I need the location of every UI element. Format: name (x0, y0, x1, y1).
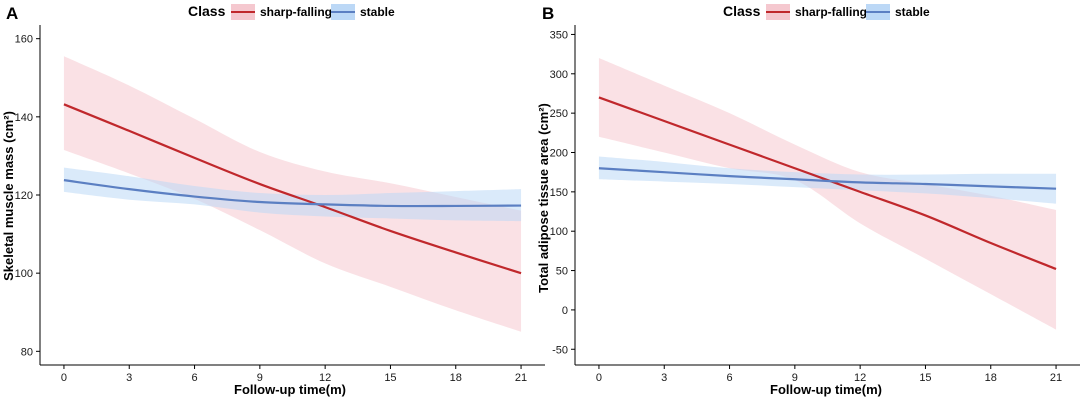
y-tick-label-b: 100 (550, 226, 568, 238)
x-tick-label-a: 9 (257, 372, 263, 384)
y-tick-label-b: 350 (550, 29, 568, 41)
y-ticks-b: -50 0 50 100 150 200 250 300 350 (550, 29, 575, 356)
y-tick-label-b: 200 (550, 148, 568, 160)
legend-b-sharp-label: sharp-falling (795, 5, 867, 19)
y-tick-label-a: 160 (15, 34, 33, 46)
x-tick-label-b: 6 (726, 372, 732, 384)
series-lines-a (63, 103, 522, 275)
y-tick-label-b: -50 (552, 344, 568, 356)
y-tick-label-b: 0 (562, 305, 568, 317)
x-tick-label-a: 15 (384, 372, 396, 384)
x-ticks-b: 0 3 6 9 12 15 18 21 (596, 365, 1062, 384)
series-lines-b (598, 96, 1057, 271)
y-tick-label-b: 50 (556, 266, 568, 278)
x-tick-label-a: 12 (319, 372, 331, 384)
ci-band-stable-a (63, 167, 522, 222)
x-tick-label-b: 3 (661, 372, 667, 384)
x-axis-title-b: Follow-up time(m) (770, 382, 882, 397)
y-ticks-a: 80 100 120 140 160 (15, 34, 40, 358)
series-line-stable-b (598, 167, 1057, 190)
x-tick-label-b: 21 (1050, 372, 1062, 384)
x-tick-label-a: 18 (450, 372, 462, 384)
ci-bands-a (63, 56, 522, 332)
x-axis-title-a: Follow-up time(m) (234, 382, 346, 397)
panel-b: B Class sharp-falling stable -50 0 50 100 15… (536, 3, 1080, 397)
x-tick-label-b: 18 (985, 372, 997, 384)
legend-b-stable-label: stable (895, 5, 930, 19)
y-tick-label-b: 150 (550, 187, 568, 199)
legend-a-stable-label: stable (360, 5, 395, 19)
x-tick-label-a: 3 (126, 372, 132, 384)
ci-bands-b (598, 58, 1057, 330)
legend-a: Class sharp-falling stable (188, 3, 395, 20)
panel-a-letter: A (6, 4, 18, 23)
legend-b: Class sharp-falling stable (723, 3, 930, 20)
y-tick-label-b: 300 (550, 69, 568, 81)
x-tick-label-b: 0 (596, 372, 602, 384)
legend-a-title: Class (188, 3, 226, 19)
y-tick-label-b: 250 (550, 108, 568, 120)
x-tick-label-a: 0 (61, 372, 67, 384)
x-tick-label-b: 12 (854, 372, 866, 384)
x-tick-label-b: 15 (919, 372, 931, 384)
y-axis-title-b: Total adipose tissue area (cm²) (536, 103, 551, 293)
x-tick-label-a: 21 (515, 372, 527, 384)
legend-b-title: Class (723, 3, 761, 19)
y-axis-title-a: Skeletal muscle mass (cm²) (1, 111, 16, 281)
y-tick-label-a: 120 (15, 190, 33, 202)
panel-b-letter: B (542, 4, 554, 23)
ci-band-sharp-b (598, 58, 1057, 330)
x-tick-label-a: 6 (191, 372, 197, 384)
series-line-sharp-a (63, 103, 522, 275)
ci-band-sharp-a (63, 56, 522, 332)
y-tick-label-a: 80 (21, 346, 33, 358)
legend-a-sharp-label: sharp-falling (260, 5, 332, 19)
x-tick-label-b: 9 (792, 372, 798, 384)
panel-a: A Class sharp-falling stable 80100120140… (1, 3, 545, 397)
y-tick-label-a: 100 (15, 268, 33, 280)
y-tick-label-a: 140 (15, 112, 33, 124)
x-ticks-a: 0 3 6 9 12 15 18 21 (61, 365, 527, 384)
series-line-stable-a (63, 179, 522, 208)
